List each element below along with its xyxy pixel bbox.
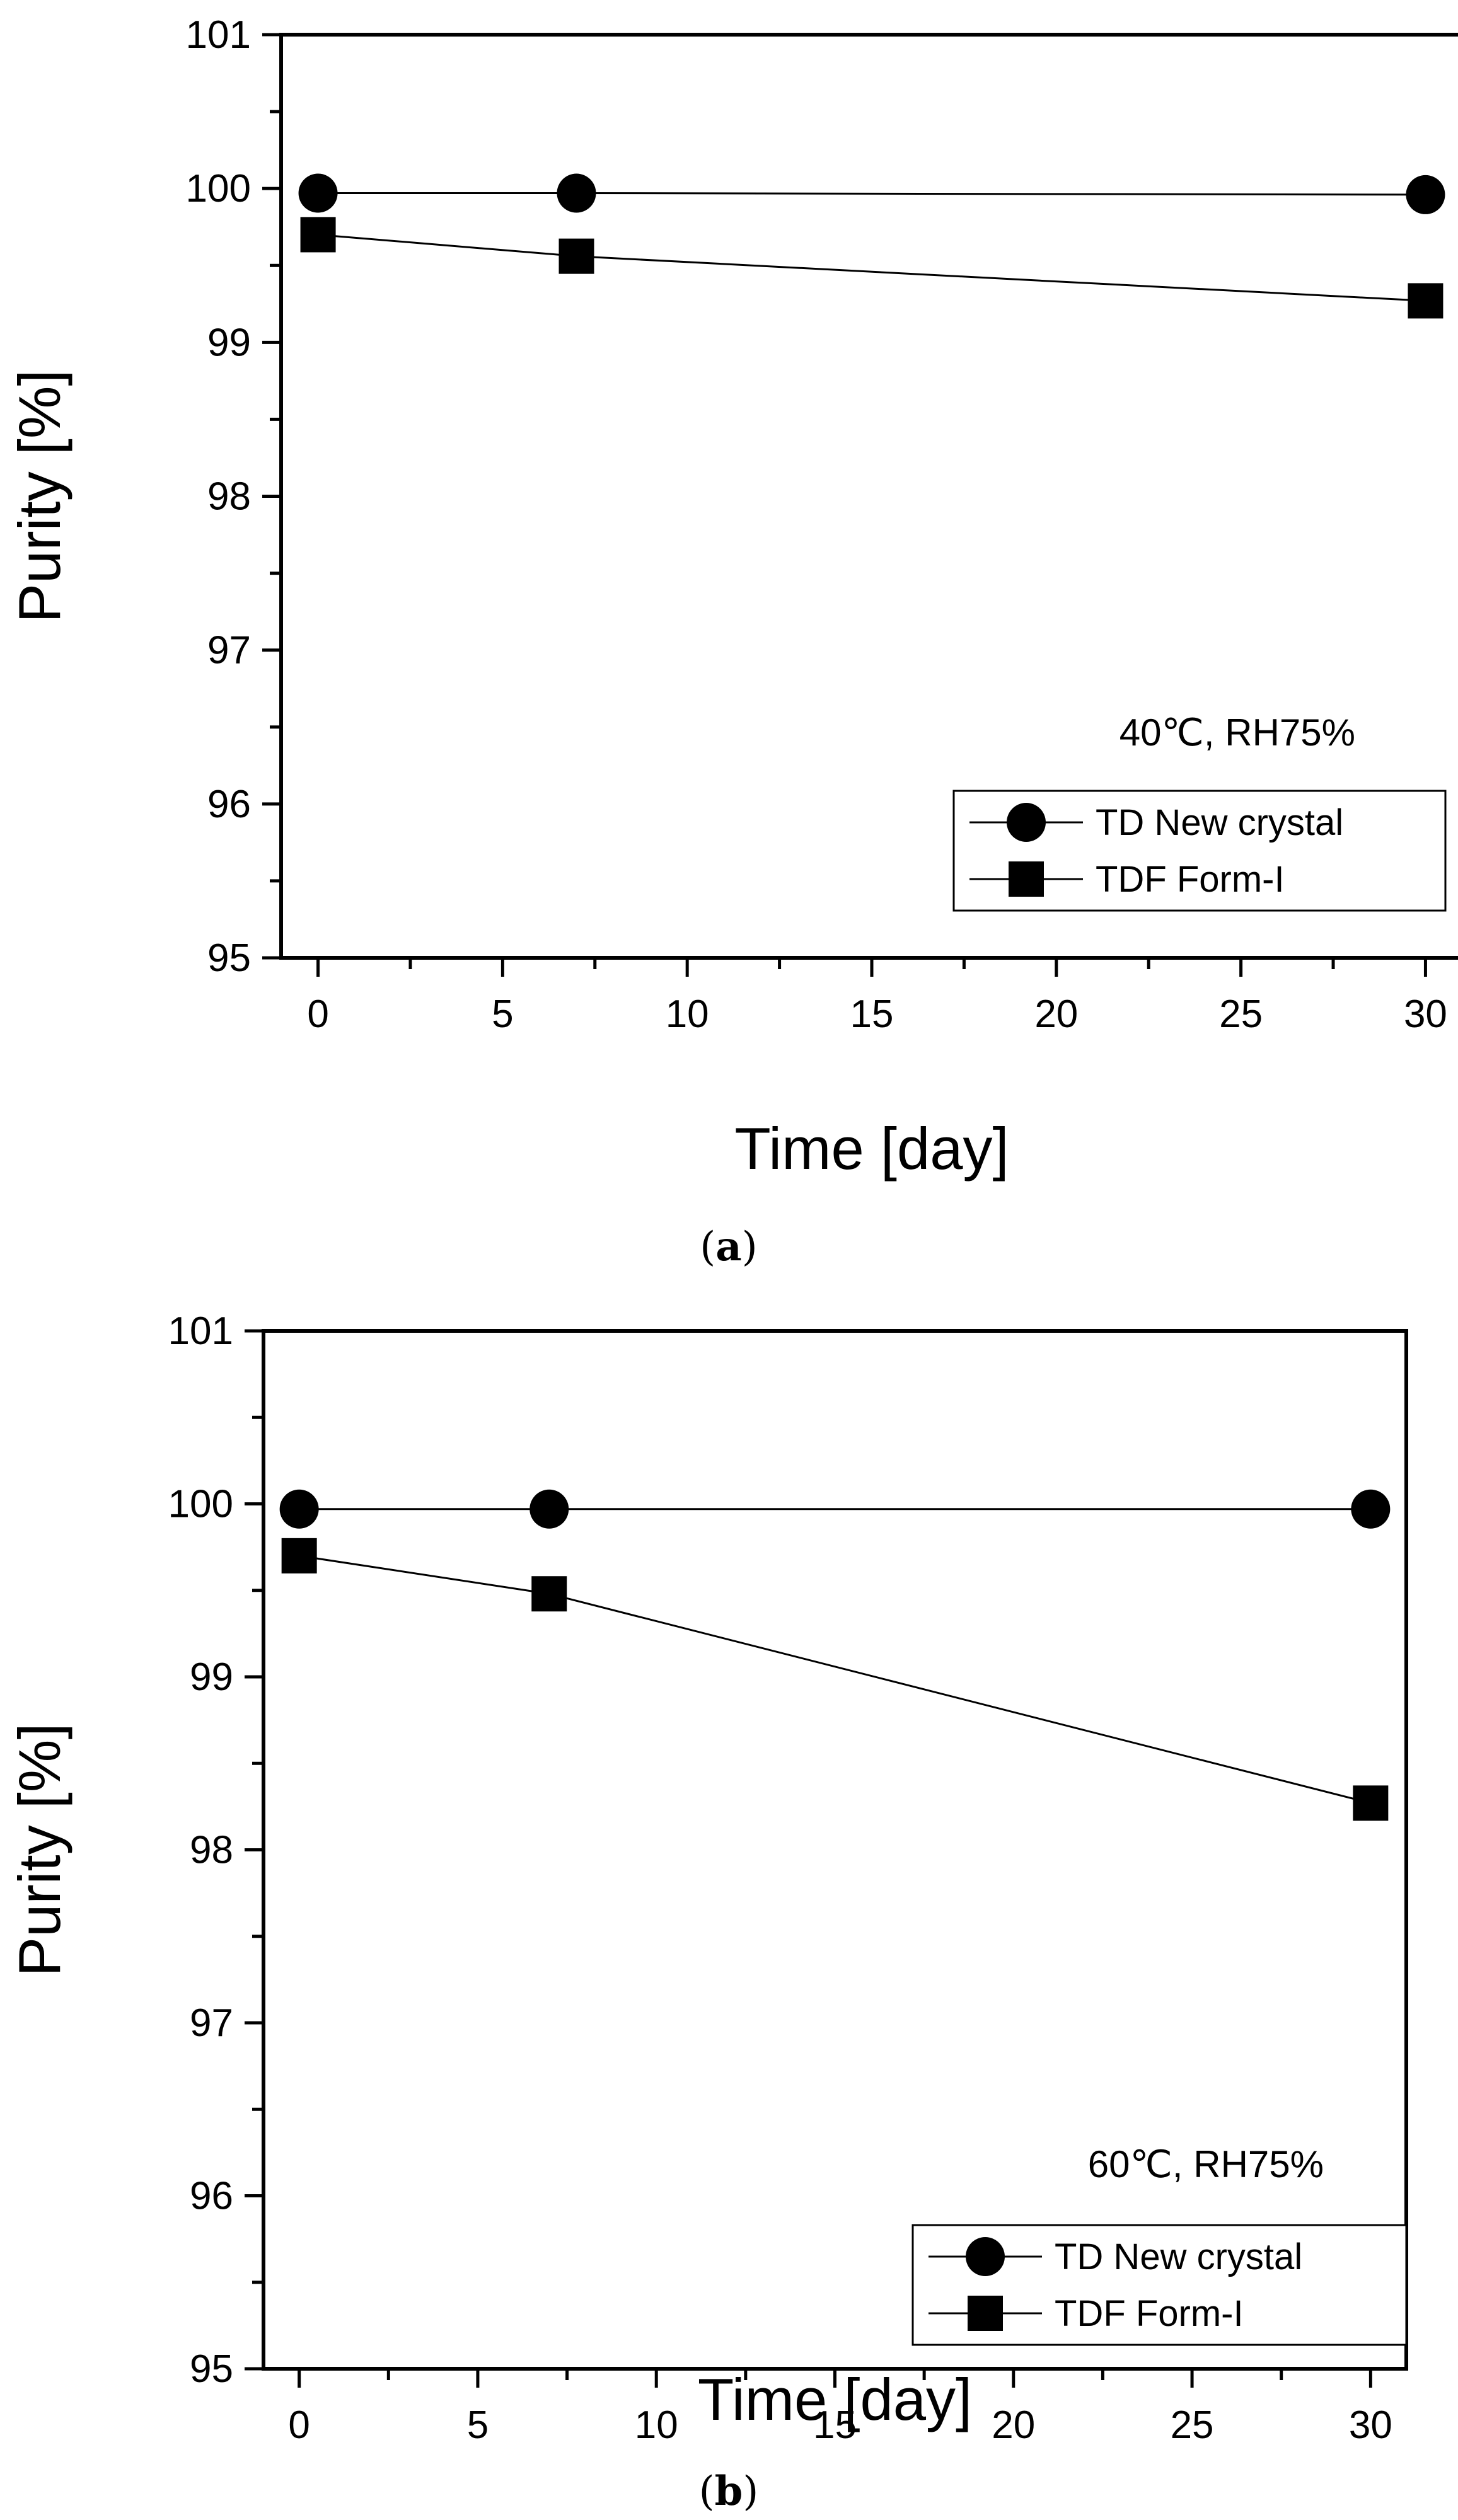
legend-label: TDF Form-I [1096, 859, 1285, 900]
condition-label: 60℃, RH75% [1088, 2143, 1324, 2185]
data-point-circle [1406, 175, 1445, 214]
y-tick-label: 97 [190, 2001, 233, 2045]
legend-item: TDF Form-I [929, 2293, 1244, 2334]
caption-paren: ( [699, 2468, 715, 2515]
data-point-circle [1351, 1489, 1391, 1529]
y-axis-title: Purity [%] [6, 1723, 72, 1976]
panel-b: 0 5 10 15 20 25 30 95 96 97 98 99 100 101 Time [day] Pu… [6, 1309, 1408, 2515]
data-point-circle [557, 173, 596, 213]
legend-label: TD New crystal [1055, 2236, 1302, 2277]
y-tick-label: 100 [168, 1483, 233, 1526]
data-point-circle [298, 173, 338, 213]
x-axis: 0 5 10 15 20 25 30 [288, 2369, 1392, 2447]
series-line [318, 192, 1426, 196]
y-tick-label: 101 [186, 13, 251, 57]
series-tdf-form-i [300, 217, 1444, 319]
y-tick-label: 96 [190, 2175, 233, 2218]
y-tick-label: 97 [207, 629, 251, 672]
x-axis-title: Time [day] [734, 1115, 1009, 1182]
x-tick-label: 5 [492, 992, 513, 1036]
panel-caption: (b) [699, 2468, 759, 2515]
y-tick-label: 100 [186, 167, 251, 210]
x-tick-label: 15 [850, 992, 894, 1036]
y-tick-label: 99 [207, 321, 251, 364]
y-axis: 95 96 97 98 99 100 101 [186, 13, 281, 980]
y-axis-title: Purity [%] [6, 369, 72, 623]
series-line [299, 1555, 1371, 1804]
y-tick-label: 98 [207, 475, 251, 519]
x-tick-label: 10 [635, 2403, 678, 2447]
data-point-square [1408, 283, 1444, 319]
data-point-square [531, 1576, 567, 1612]
caption-paren: ( [700, 1224, 715, 1270]
legend-marker-square [1009, 861, 1044, 897]
y-tick-label: 95 [207, 936, 251, 980]
x-tick-label: 20 [992, 2403, 1035, 2447]
x-tick-label: 30 [1404, 992, 1447, 1036]
x-tick-label: 30 [1349, 2403, 1392, 2447]
data-point-circle [529, 1489, 569, 1529]
x-tick-label: 20 [1034, 992, 1078, 1036]
legend-marker-circle [1007, 803, 1046, 842]
x-tick-label: 0 [288, 2403, 310, 2447]
y-tick-label: 98 [190, 1829, 233, 1872]
y-tick-label: 96 [207, 783, 251, 826]
caption-letter: a [715, 1223, 741, 1270]
data-point-square [300, 217, 336, 253]
series-line [318, 233, 1426, 302]
caption-paren: ) [742, 1224, 758, 1270]
caption-letter: b [715, 2468, 743, 2515]
x-tick-label: 0 [307, 992, 328, 1036]
data-point-square [281, 1538, 317, 1574]
x-tick-label: 10 [666, 992, 709, 1036]
y-tick-label: 95 [190, 2347, 233, 2391]
x-tick-label: 5 [467, 2403, 489, 2447]
legend-marker-square [968, 2296, 1003, 2331]
legend-item: TD New crystal [969, 802, 1343, 843]
legend-item: TDF Form-I [969, 859, 1285, 900]
plot-frame [262, 1329, 1408, 2371]
series-td-new-crystal [279, 1489, 1391, 1529]
data-point-circle [279, 1489, 319, 1529]
legend-label: TD New crystal [1096, 802, 1343, 843]
condition-label: 40℃, RH75% [1120, 711, 1355, 754]
data-point-square [1353, 1785, 1389, 1821]
panel-a: 0 5 10 15 20 25 30 95 96 97 98 99 100 101 Time [day] Pu… [6, 13, 1458, 1270]
x-tick-label: 25 [1219, 992, 1263, 1036]
caption-paren: ) [743, 2468, 758, 2515]
x-axis-title: Time [day] [698, 2366, 972, 2432]
x-tick-label: 15 [813, 2403, 857, 2447]
series-tdf-form-i [281, 1538, 1389, 1821]
y-axis: 95 96 97 98 99 100 101 [168, 1309, 263, 2391]
legend-item: TD New crystal [929, 2236, 1302, 2277]
y-tick-label: 99 [190, 1655, 233, 1699]
y-tick-label: 101 [168, 1309, 233, 1353]
x-axis: 0 5 10 15 20 25 30 [307, 958, 1447, 1036]
panel-caption: (a) [700, 1223, 757, 1270]
data-point-square [558, 238, 594, 274]
legend-label: TDF Form-I [1055, 2293, 1244, 2334]
x-tick-label: 25 [1171, 2403, 1214, 2447]
legend: TD New crystal TDF Form-I [952, 790, 1447, 912]
legend: TD New crystal TDF Form-I [911, 2224, 1408, 2346]
series-td-new-crystal [298, 173, 1445, 214]
legend-marker-circle [966, 2237, 1005, 2276]
